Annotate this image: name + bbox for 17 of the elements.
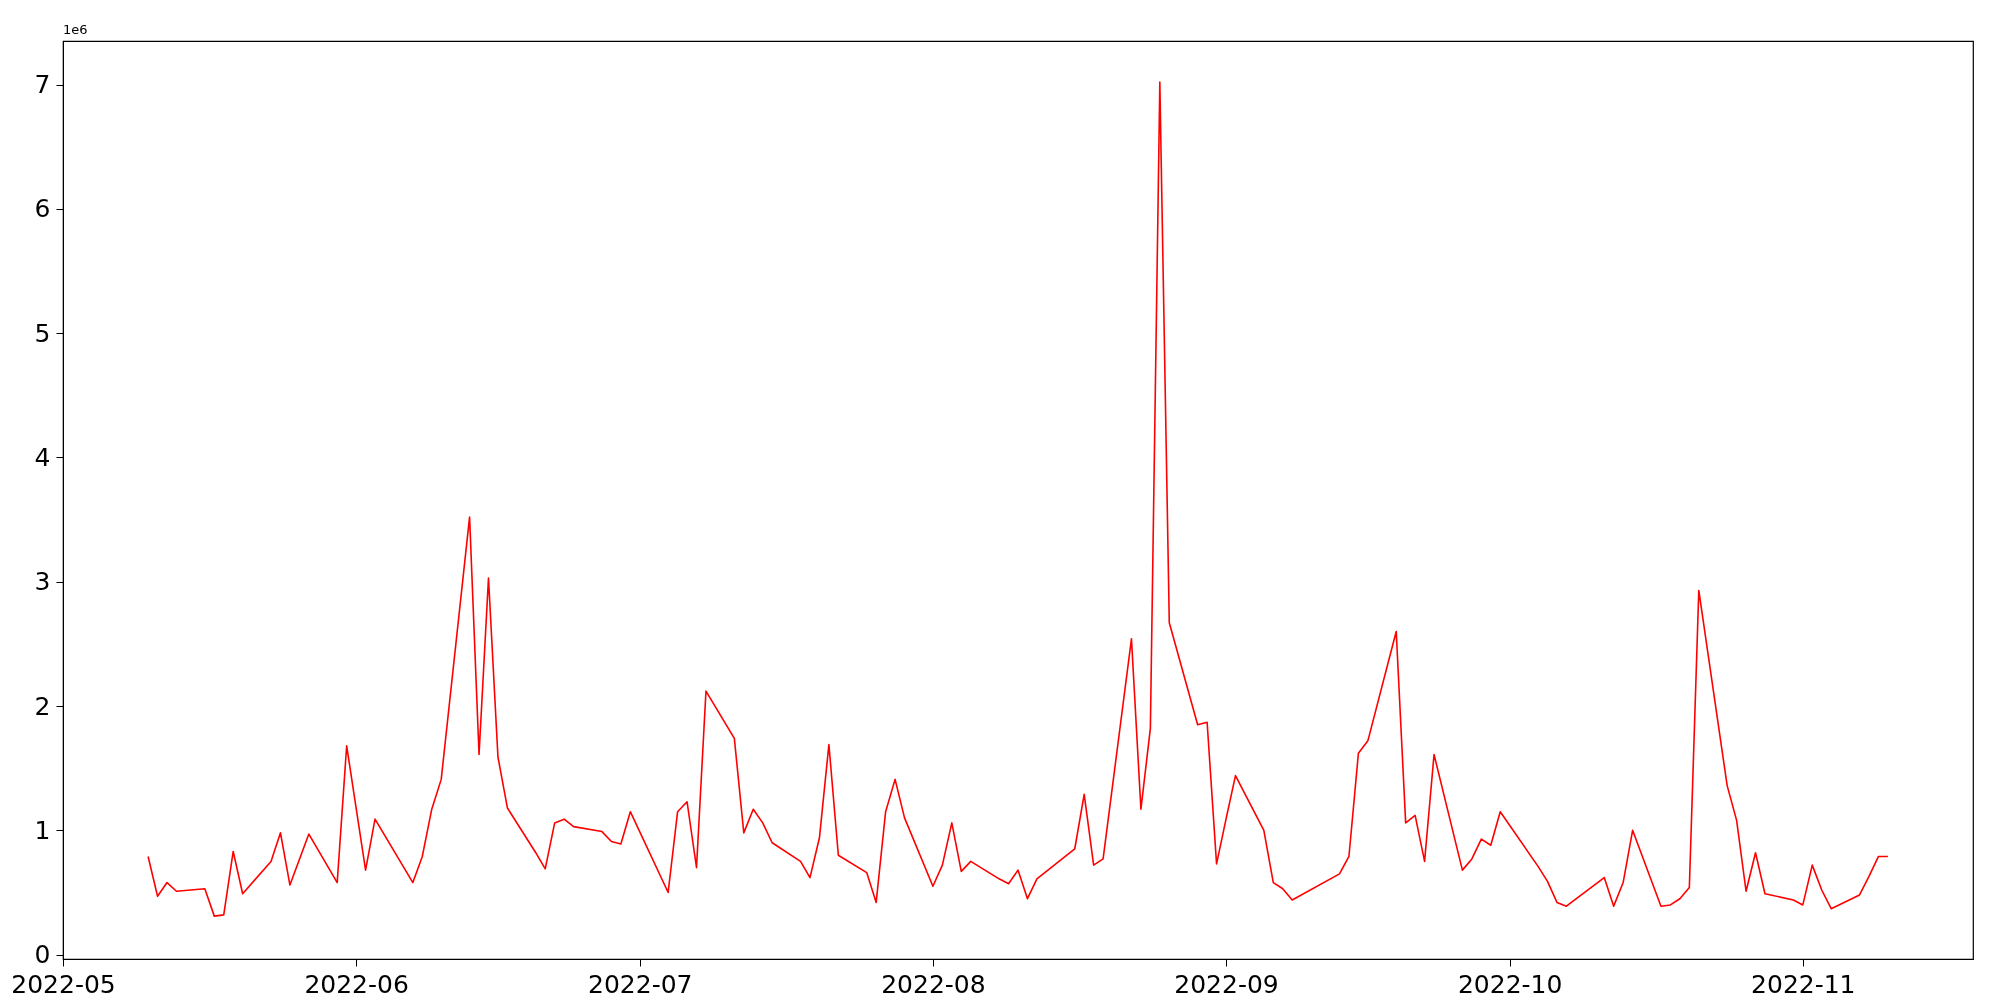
y-tick-label: 7 [34, 70, 51, 100]
y-tick-label: 1 [34, 815, 51, 845]
x-tick-label: 2022-07 [588, 969, 693, 999]
x-tick-label: 2022-05 [11, 969, 116, 999]
y-tick-label: 6 [34, 194, 51, 224]
x-tick-label: 2022-08 [881, 969, 986, 999]
y-tick-label: 5 [34, 318, 51, 348]
y-tick-label: 3 [34, 567, 51, 597]
x-tick-label: 2022-06 [304, 969, 409, 999]
y-tick-label: 0 [34, 940, 51, 970]
line-series [147, 81, 1889, 917]
text: 1e6 [63, 22, 88, 37]
x-tick-label: 2022-11 [1751, 969, 1856, 999]
y-tick-label: 2 [34, 691, 51, 721]
x-tick-label: 2022-09 [1174, 969, 1279, 999]
x-tick-label: 2022-10 [1457, 969, 1563, 999]
y-tick-label: 4 [34, 442, 51, 472]
